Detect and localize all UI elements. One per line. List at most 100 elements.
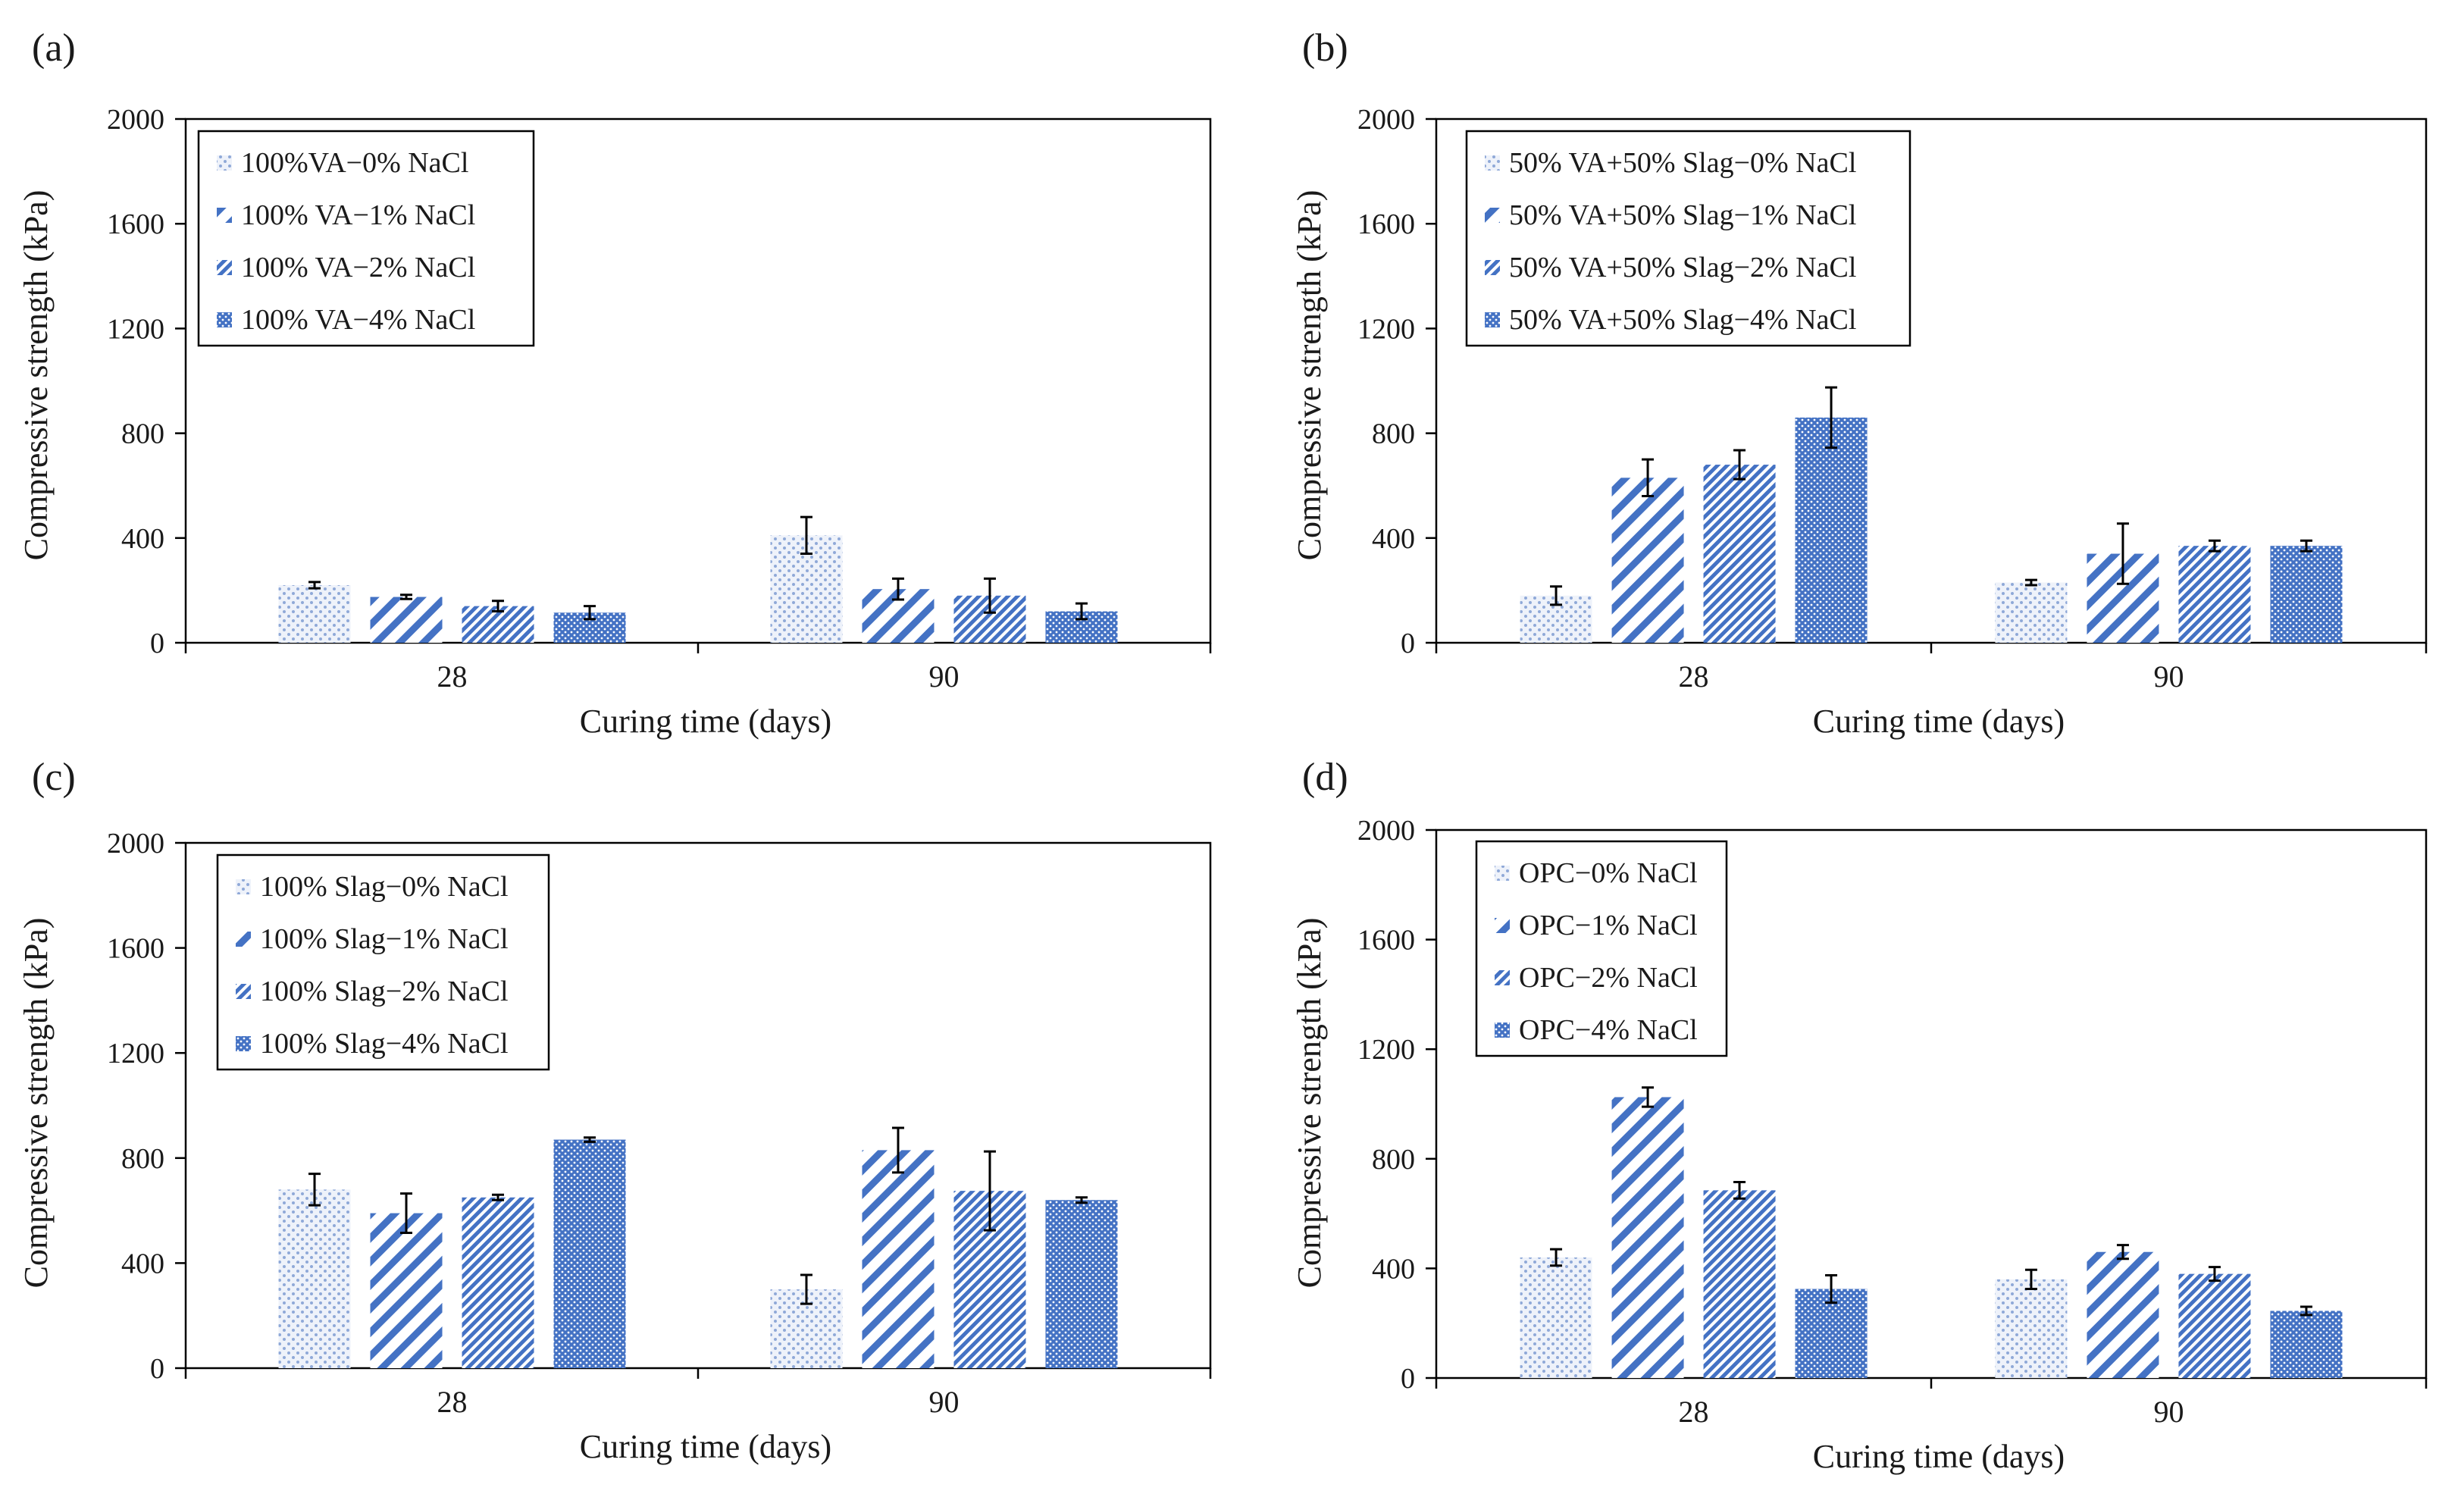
y-tick-label: 1600 [107,208,164,240]
bar-2-0 [1703,465,1776,643]
legend-swatch [236,1036,251,1051]
bar-2-0 [1703,1190,1776,1378]
bar-1-0 [370,597,443,643]
x-tick-label: 28 [437,659,468,694]
legend-swatch [236,879,251,894]
panel-label: (d) [1302,756,1348,799]
legend-swatch [217,208,232,223]
x-tick-label: 28 [1679,1395,1709,1429]
bar-3-0 [1795,417,1868,643]
legend-entry: 50% VA+50% Slag−4% NaCl [1509,304,1856,336]
bar-1-1 [862,1150,935,1368]
y-tick-label: 800 [121,418,164,450]
x-tick-label: 90 [2153,1395,2184,1429]
bar-0-1 [1995,582,2068,643]
panel-label: (c) [32,756,76,799]
y-tick-label: 1600 [107,933,164,965]
y-tick-label: 0 [150,628,164,659]
bar-1-0 [1611,478,1684,643]
x-tick-label: 28 [437,1385,468,1419]
y-tick-label: 1200 [1357,1034,1415,1066]
y-tick-label: 0 [1401,1363,1415,1395]
y-axis-label: Compressive strength (kPa) [17,190,55,561]
y-tick-label: 400 [121,523,164,555]
bar-0-0 [278,584,351,643]
legend-entry: 50% VA+50% Slag−2% NaCl [1509,252,1856,283]
y-tick-label: 800 [1372,418,1415,450]
chart-panel-c: (c) 0 400 800 1200 1600 2000 28 90 Curing time (d… [17,756,1212,1465]
bar-2-1 [2178,546,2251,643]
legend [216,853,550,1071]
legend-entry: 100% VA−1% NaCl [241,199,475,231]
y-tick-label: 800 [1372,1144,1415,1176]
legend-swatch [236,932,251,947]
y-tick-label: 1200 [107,1038,164,1070]
y-tick-label: 1600 [1357,208,1415,240]
legend-swatch [1495,1023,1510,1038]
legend-entry: 50% VA+50% Slag−0% NaCl [1509,147,1856,179]
bar-3-1 [2270,546,2343,643]
legend-entry: 100% Slag−2% NaCl [260,976,509,1007]
y-axis-label: Compressive strength (kPa) [1291,190,1328,561]
bar-2-1 [2178,1273,2251,1378]
legend-entry: 100% VA−2% NaCl [241,252,475,283]
legend [1475,840,1728,1057]
legend-entry: OPC−1% NaCl [1519,910,1698,941]
bar-3-0 [1795,1289,1868,1378]
legend-swatch [1485,312,1500,327]
legend-swatch [1495,866,1510,881]
legend-entry: OPC−4% NaCl [1519,1014,1698,1046]
legend-swatch [1485,260,1500,275]
legend-swatch [1495,918,1510,933]
bar-3-1 [1045,1200,1118,1368]
bar-0-1 [1995,1279,2068,1378]
bar-3-1 [2270,1311,2343,1378]
y-tick-label: 2000 [107,104,164,136]
y-tick-label: 800 [121,1143,164,1175]
y-tick-label: 0 [1401,628,1415,659]
legend-swatch [1485,155,1500,171]
legend-swatch [1485,208,1500,223]
y-tick-label: 2000 [1357,815,1415,847]
legend-swatch [1495,970,1510,985]
x-tick-label: 90 [928,1385,959,1419]
x-axis-label: Curing time (days) [1813,703,2065,740]
legend [197,130,535,347]
y-tick-label: 2000 [1357,104,1415,136]
bar-0-0 [278,1189,351,1368]
legend-entry: 100% Slag−1% NaCl [260,923,509,955]
x-tick-label: 90 [928,659,959,694]
x-tick-label: 90 [2153,659,2184,694]
legend-entry: 100% Slag−4% NaCl [260,1028,509,1060]
chart-panel-d: (d) 0 400 800 1200 1600 2000 28 90 Curing time (d… [1291,756,2428,1475]
y-tick-label: 400 [1372,1253,1415,1285]
x-axis-label: Curing time (days) [580,703,831,740]
bar-3-0 [553,1139,626,1368]
legend-entry: 100% Slag−0% NaCl [260,871,509,903]
y-tick-label: 1600 [1357,925,1415,957]
panel-label: (a) [32,27,76,70]
bar-0-0 [1520,1257,1592,1378]
panel-label: (b) [1302,27,1348,70]
y-axis-label: Compressive strength (kPa) [17,918,55,1289]
y-tick-label: 0 [150,1353,164,1385]
legend-entry: 100%VA−0% NaCl [241,147,468,179]
x-tick-label: 28 [1679,659,1709,694]
chart-panel-b: (b) 0 400 800 1200 1600 2000 28 90 Curing time (d… [1291,27,2428,740]
legend-entry: 50% VA+50% Slag−1% NaCl [1509,199,1856,231]
x-axis-label: Curing time (days) [580,1428,831,1465]
legend-swatch [217,155,232,171]
bar-1-1 [2087,1251,2159,1378]
x-axis-label: Curing time (days) [1813,1438,2065,1475]
y-tick-label: 400 [121,1248,164,1279]
legend-swatch [217,260,232,275]
legend-swatch [217,312,232,327]
bar-1-0 [1611,1097,1684,1378]
y-axis-label: Compressive strength (kPa) [1291,918,1328,1289]
legend-entry: 100% VA−4% NaCl [241,304,475,336]
legend [1465,130,1911,347]
y-tick-label: 2000 [107,828,164,860]
legend-entry: OPC−2% NaCl [1519,962,1698,994]
legend-swatch [236,984,251,999]
